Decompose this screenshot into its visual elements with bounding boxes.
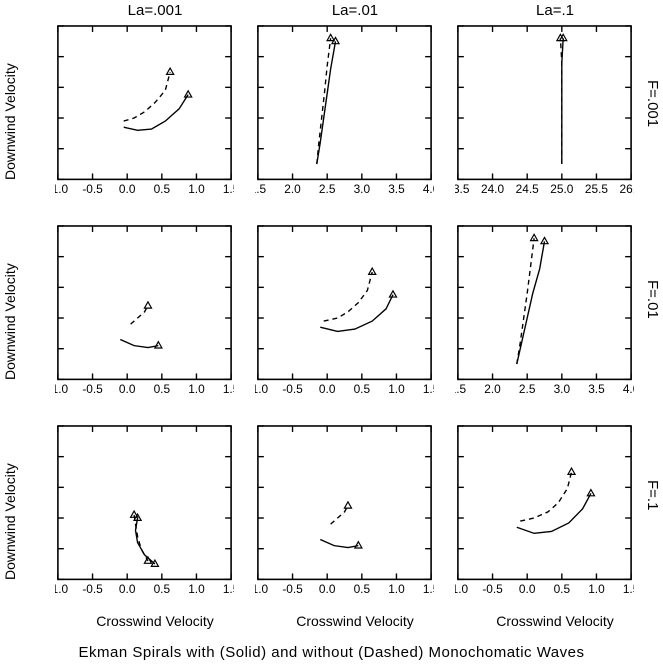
svg-text:0.0: 0.0 <box>519 582 536 596</box>
svg-text:-1.0: -1.0 <box>455 582 469 596</box>
svg-text:0.5: 0.5 <box>354 382 371 396</box>
ylabel-0: Downwind Velocity <box>2 50 18 180</box>
svg-text:0.0: 0.0 <box>319 382 336 396</box>
panel-1-1: -1.0-0.50.00.51.01.5 <box>255 224 430 415</box>
svg-text:-0.5: -0.5 <box>282 382 303 396</box>
svg-text:-1.0: -1.0 <box>55 182 69 196</box>
col-title-2: La=.1 <box>495 2 615 19</box>
svg-text:-1.0: -1.0 <box>255 382 269 396</box>
svg-text:1.0: 1.0 <box>188 582 205 596</box>
panel-0-0: -1.0-0.50.00.51.01.5-1.0-0.50.00.51.01.5 <box>55 24 230 215</box>
ylabel-1: Downwind Velocity <box>2 250 18 380</box>
svg-text:3.0: 3.0 <box>354 182 371 196</box>
svg-text:-1.0: -1.0 <box>255 582 269 596</box>
row-title-2: F=.1 <box>644 480 661 510</box>
svg-text:4.0: 4.0 <box>623 382 634 396</box>
panel-1-0: -1.0-0.50.00.51.01.5-1.0-0.50.00.51.01.5 <box>55 224 230 415</box>
svg-text:1.5: 1.5 <box>255 182 267 196</box>
svg-text:1.5: 1.5 <box>423 382 434 396</box>
row-title-1: F=.01 <box>644 280 661 319</box>
svg-text:0.0: 0.0 <box>119 182 136 196</box>
panel-2-2: -1.0-0.50.00.51.01.5 <box>455 424 630 615</box>
svg-text:24.0: 24.0 <box>481 182 504 196</box>
panel-0-2: 23.524.024.525.025.526.0 <box>455 24 630 215</box>
svg-text:0.0: 0.0 <box>119 382 136 396</box>
panel-2-1: -1.0-0.50.00.51.01.5 <box>255 424 430 615</box>
figure: La=.001 La=.01 La=.1 F=.001 F=.01 F=.1 D… <box>0 0 663 665</box>
svg-text:0.0: 0.0 <box>319 582 336 596</box>
svg-text:3.5: 3.5 <box>588 382 605 396</box>
svg-text:3.0: 3.0 <box>554 382 571 396</box>
ylabel-2: Downwind Velocity <box>2 450 18 580</box>
svg-text:23.5: 23.5 <box>455 182 470 196</box>
panel-1-2: 1.52.02.53.03.54.0 <box>455 224 630 415</box>
svg-text:1.5: 1.5 <box>623 582 634 596</box>
svg-text:0.5: 0.5 <box>154 582 171 596</box>
svg-text:25.0: 25.0 <box>550 182 573 196</box>
svg-text:1.0: 1.0 <box>388 582 405 596</box>
xlabel-2: Crosswind Velocity <box>475 613 635 629</box>
svg-text:2.0: 2.0 <box>484 382 501 396</box>
svg-text:-0.5: -0.5 <box>482 582 503 596</box>
panel-0-1: 1.52.02.53.03.54.0 <box>255 24 430 215</box>
row-title-0: F=.001 <box>644 80 661 127</box>
svg-text:-0.5: -0.5 <box>82 382 103 396</box>
svg-text:1.5: 1.5 <box>223 582 234 596</box>
svg-text:-1.0: -1.0 <box>55 582 69 596</box>
svg-text:1.5: 1.5 <box>223 382 234 396</box>
svg-text:3.5: 3.5 <box>388 182 405 196</box>
svg-text:0.5: 0.5 <box>154 182 171 196</box>
col-title-0: La=.001 <box>95 2 215 19</box>
svg-text:1.0: 1.0 <box>188 382 205 396</box>
svg-text:0.5: 0.5 <box>154 382 171 396</box>
svg-text:-0.5: -0.5 <box>282 582 303 596</box>
svg-text:2.5: 2.5 <box>519 382 536 396</box>
xlabel-0: Crosswind Velocity <box>75 613 235 629</box>
figure-caption: Ekman Spirals with (Solid) and without (… <box>0 644 663 661</box>
svg-text:-0.5: -0.5 <box>82 182 103 196</box>
svg-text:0.5: 0.5 <box>354 582 371 596</box>
svg-text:2.5: 2.5 <box>319 182 336 196</box>
panel-2-0: -1.0-0.50.00.51.01.5-1.0-0.50.00.51.01.5 <box>55 424 230 615</box>
svg-text:2.0: 2.0 <box>284 182 301 196</box>
svg-text:0.5: 0.5 <box>554 582 571 596</box>
svg-text:0.0: 0.0 <box>119 582 136 596</box>
svg-text:1.0: 1.0 <box>588 582 605 596</box>
col-title-1: La=.01 <box>295 2 415 19</box>
svg-text:-1.0: -1.0 <box>55 382 69 396</box>
svg-text:26.0: 26.0 <box>620 182 634 196</box>
svg-text:1.5: 1.5 <box>423 582 434 596</box>
svg-text:-0.5: -0.5 <box>82 582 103 596</box>
svg-text:1.0: 1.0 <box>388 382 405 396</box>
svg-text:1.5: 1.5 <box>455 382 467 396</box>
svg-text:25.5: 25.5 <box>585 182 608 196</box>
xlabel-1: Crosswind Velocity <box>275 613 435 629</box>
svg-text:1.5: 1.5 <box>223 182 234 196</box>
svg-text:4.0: 4.0 <box>423 182 434 196</box>
svg-text:1.0: 1.0 <box>188 182 205 196</box>
svg-text:24.5: 24.5 <box>516 182 539 196</box>
